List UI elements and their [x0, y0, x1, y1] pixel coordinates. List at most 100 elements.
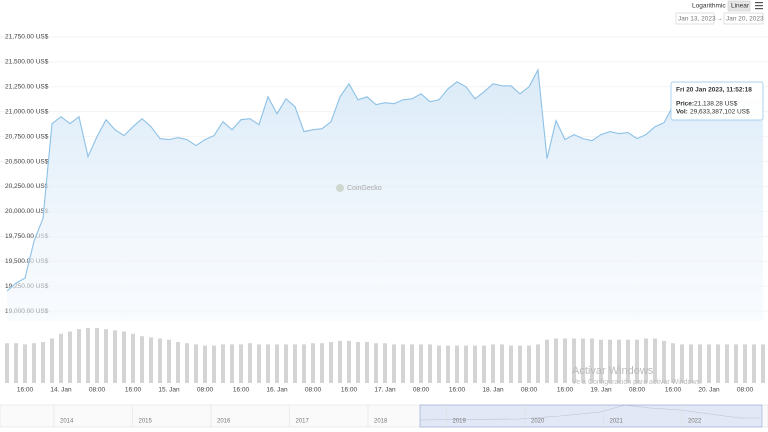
watermark-logo	[336, 184, 344, 192]
y-tick-label: 19,750.00 US$	[5, 233, 49, 240]
volume-bar	[644, 338, 648, 383]
volume-bar	[455, 345, 459, 383]
volume-bar	[410, 344, 414, 383]
tooltip-price: 21,138.28 US$	[694, 101, 738, 108]
from-date-box[interactable]	[675, 12, 715, 25]
volume-bar	[194, 344, 198, 383]
linear-button[interactable]: Linear	[731, 3, 750, 10]
volume-bar	[590, 338, 594, 383]
volume-bar	[59, 333, 63, 383]
volume-bar	[302, 344, 306, 383]
volume-bar	[275, 344, 279, 383]
x-tick-label: 08:00	[737, 387, 754, 394]
tooltip-vol: 29,633,387,102 US$	[690, 109, 750, 116]
volume-bar	[653, 338, 657, 383]
date-arrow: →	[716, 16, 723, 23]
volume-bar	[536, 344, 540, 383]
volume-bar	[680, 344, 684, 383]
volume-bar	[68, 331, 72, 383]
x-tick-label: 16:00	[665, 387, 682, 394]
log-button[interactable]: Logarithmic	[692, 3, 726, 10]
volume-bar	[581, 338, 585, 383]
volume-bar	[131, 333, 135, 383]
x-tick-label: 08:00	[521, 387, 538, 394]
volume-bar	[527, 345, 531, 383]
volume-bar	[752, 344, 756, 383]
navigator-year: 2016	[217, 419, 231, 425]
x-tick-label: 08:00	[629, 387, 646, 394]
x-tick-label: 15. Jan	[158, 387, 180, 394]
volume-bar	[662, 340, 666, 383]
x-tick-label: 08:00	[305, 387, 322, 394]
volume-bar	[230, 344, 234, 383]
volume-bar	[77, 329, 81, 383]
x-tick-label: 16:00	[17, 387, 34, 394]
price-area	[7, 69, 763, 322]
volume-bar	[167, 339, 171, 383]
volume-bar	[23, 344, 27, 383]
x-tick-label: 19. Jan	[590, 387, 612, 394]
navigator-year: 2017	[296, 419, 310, 425]
x-tick-label: 16. Jan	[266, 387, 288, 394]
volume-bar	[41, 342, 45, 383]
volume-bar	[707, 344, 711, 383]
y-tick-label: 20,500.00 US$	[5, 158, 49, 165]
volume-bar	[446, 345, 450, 383]
y-tick-label: 20,250.00 US$	[5, 183, 49, 190]
y-tick-label: 21,000.00 US$	[5, 108, 49, 115]
navigator-year: 2020	[531, 419, 545, 425]
x-tick-label: 14. Jan	[50, 387, 72, 394]
navigator-year: 2019	[453, 419, 467, 425]
volume-bar	[509, 345, 513, 383]
volume-bar	[725, 344, 729, 383]
x-tick-label: 16:00	[125, 387, 142, 394]
volume-bar	[671, 343, 675, 383]
volume-bar	[383, 343, 387, 383]
volume-bar	[437, 345, 441, 383]
navigator-year: 2015	[139, 419, 153, 425]
volume-bar	[491, 344, 495, 383]
volume-bar	[221, 344, 225, 383]
volume-bar	[32, 343, 36, 383]
x-tick-label: 16:00	[557, 387, 574, 394]
x-tick-label: 18. Jan	[482, 387, 504, 394]
navigator-selection[interactable]	[419, 404, 763, 428]
menu-icon[interactable]	[755, 2, 763, 10]
volume-bar	[104, 329, 108, 383]
x-tick-label: 08:00	[197, 387, 214, 394]
volume-bar	[176, 342, 180, 383]
linear-button-bg[interactable]	[727, 0, 751, 12]
volume-bar	[347, 340, 351, 383]
tooltip-price-label: Price:	[676, 101, 694, 108]
volume-bar	[266, 344, 270, 383]
tooltip-title: Fri 20 Jan 2023, 11:52:18	[676, 87, 752, 94]
volume-bar	[419, 344, 423, 383]
volume-bar	[203, 345, 207, 383]
volume-bar	[212, 345, 216, 383]
volume-bar	[518, 345, 522, 383]
x-tick-label: 08:00	[413, 387, 430, 394]
volume-bar	[149, 337, 153, 383]
volume-bar	[617, 339, 621, 383]
volume-bar	[734, 344, 738, 383]
from-date[interactable]: Jan 13, 2023	[678, 16, 716, 23]
to-date[interactable]: Jan 20, 2023	[726, 16, 764, 23]
volume-bar	[572, 338, 576, 383]
x-tick-label: 20. Jan	[698, 387, 720, 394]
volume-bar	[365, 342, 369, 383]
navigator-year: 2022	[688, 419, 702, 425]
y-tick-label: 21,250.00 US$	[5, 84, 49, 91]
to-date-box[interactable]	[723, 12, 764, 25]
volume-bar	[464, 345, 468, 383]
volume-bar	[473, 345, 477, 383]
navigator-year: 2018	[374, 419, 388, 425]
volume-bar	[338, 340, 342, 383]
y-tick-label: 19,500.00 US$	[5, 258, 49, 265]
volume-bar	[761, 344, 765, 383]
volume-bar	[140, 336, 144, 383]
volume-bar	[482, 345, 486, 383]
volume-bar	[428, 344, 432, 383]
activation-title: Activar Windows	[572, 365, 654, 377]
volume-bar	[50, 338, 54, 383]
